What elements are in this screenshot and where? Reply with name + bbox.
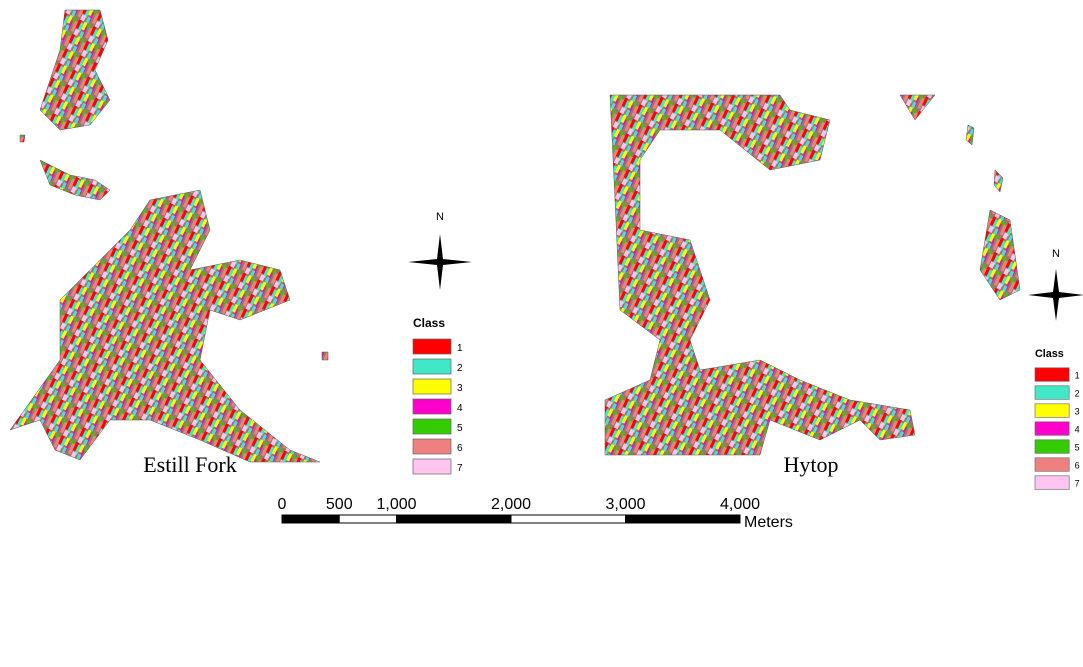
legend-title: Class: [413, 316, 445, 330]
legend-swatch: [412, 358, 452, 375]
legend-swatch: [412, 458, 452, 475]
legend-swatch: [412, 418, 452, 435]
legend-label: 7: [1075, 479, 1080, 489]
legend-swatch: [412, 378, 452, 395]
scale-segment: [281, 514, 340, 524]
legend-label: 3: [457, 383, 463, 394]
legend-label: 1: [1075, 371, 1080, 381]
scale-label: 2,000: [491, 496, 531, 513]
scale-segment: [338, 514, 397, 524]
north-label: N: [436, 211, 444, 223]
north-arrow: N: [1028, 248, 1083, 321]
scale-label: 3,000: [605, 496, 645, 513]
estill-fork-map: [9, 9, 329, 463]
legend-label: 3: [1075, 407, 1080, 417]
legend-label: 6: [1075, 461, 1080, 471]
legend-label: 5: [1075, 443, 1080, 453]
scale-label: 1,000: [376, 496, 416, 513]
legend-swatch: [1034, 403, 1070, 418]
scale-label: 4,000: [720, 496, 760, 513]
scale-label: 0: [278, 496, 287, 513]
legend: Class 1 2 3 4 5 6 7: [1034, 348, 1080, 490]
legend-label: 2: [1075, 389, 1080, 399]
map-caption: Hytop: [784, 452, 839, 477]
legend: Class 1 2 3 4 5 6 7: [412, 316, 463, 475]
map-caption: Estill Fork: [143, 452, 237, 477]
north-label: N: [1052, 248, 1060, 260]
legend-label: 5: [457, 423, 463, 434]
legend-swatch: [1034, 439, 1070, 454]
legend-title: Class: [1035, 348, 1064, 360]
hytop-map: [604, 94, 1021, 456]
legend-swatch: [1034, 367, 1070, 382]
legend-swatch: [412, 438, 452, 455]
legend-label: 6: [457, 443, 463, 454]
scale-segment: [625, 514, 741, 524]
legend-swatch: [1034, 421, 1070, 436]
legend-label: 7: [457, 463, 463, 474]
legend-swatch: [412, 338, 452, 355]
scale-unit: Meters: [744, 514, 793, 531]
north-arrow: N: [408, 211, 472, 290]
legend-label: 1: [457, 343, 463, 354]
legend-swatch: [1034, 385, 1070, 400]
legend-label: 4: [457, 403, 463, 414]
scale-segment: [510, 514, 626, 524]
legend-swatch: [1034, 457, 1070, 472]
legend-label: 4: [1075, 425, 1080, 435]
scale-segment: [396, 514, 512, 524]
scale-label: 500: [326, 496, 353, 513]
legend-label: 2: [457, 363, 463, 374]
legend-swatch: [1034, 475, 1070, 490]
legend-swatch: [412, 398, 452, 415]
